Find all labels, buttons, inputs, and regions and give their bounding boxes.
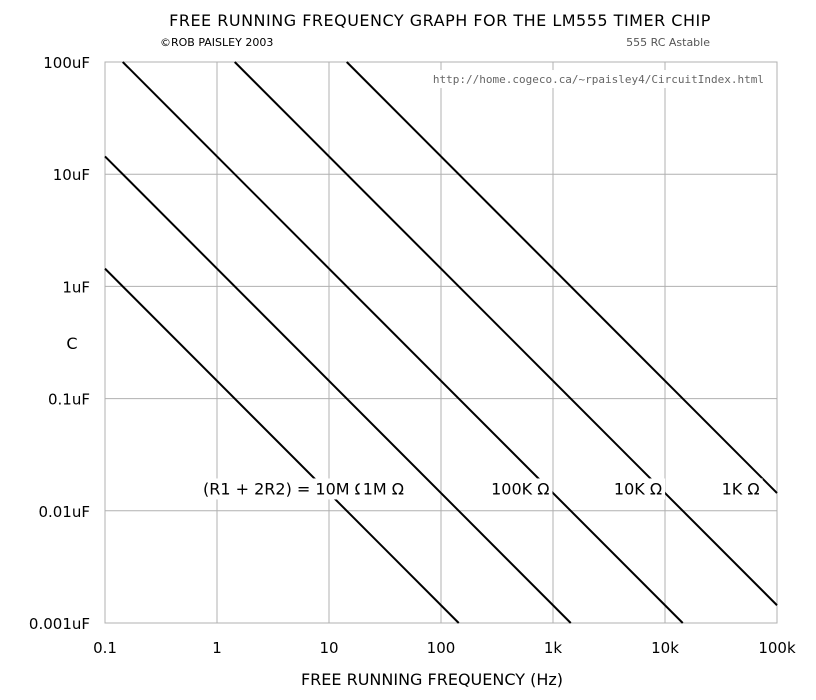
plot-frame: [104, 61, 778, 624]
series-label-background: [718, 478, 763, 500]
x-tick-label: 10: [319, 639, 338, 657]
series-line: [234, 61, 778, 606]
series-label-background: [359, 478, 408, 500]
y-tick-label: 10uF: [53, 166, 90, 184]
chart-title: FREE RUNNING FREQUENCY GRAPH FOR THE LM5…: [169, 11, 711, 30]
series-line: [346, 61, 778, 494]
series-label: 1K Ω: [722, 479, 760, 498]
x-tick-label: 10k: [651, 639, 679, 657]
y-tick-label: 0.01uF: [38, 503, 90, 521]
series-line: [104, 155, 572, 624]
series-labels: (R1 + 2R2) = 10M Ω1M Ω 100K Ω 10K Ω 1K Ω: [200, 478, 763, 500]
y-tick-labels: 100uF 10uF 1uF 0.1uF 0.01uF 0.001uF: [29, 54, 90, 633]
series-label: (R1 + 2R2) = 10M Ω: [203, 479, 367, 498]
x-tick-label: 100: [427, 639, 456, 657]
y-tick-label: 100uF: [43, 54, 90, 72]
chart-subtitle: 555 RC Astable: [626, 36, 710, 49]
x-tick-label: 0.1: [93, 639, 117, 657]
y-tick-label: 0.1uF: [48, 391, 90, 409]
series-line: [122, 61, 684, 624]
series-label-background: [610, 478, 666, 500]
x-tick-label: 1k: [544, 639, 563, 657]
series-label-background: [488, 478, 553, 500]
y-tick-label: 0.001uF: [29, 615, 90, 633]
x-axis-label: FREE RUNNING FREQUENCY (Hz): [301, 670, 563, 689]
url-annotation: http://home.cogeco.ca/~rpaisley4/Circuit…: [433, 73, 764, 86]
x-tick-label: 1: [212, 639, 222, 657]
x-tick-labels: 0.1 1 10 100 1k 10k 100k: [93, 639, 796, 657]
series-label: 1M Ω: [363, 479, 404, 498]
url-background: [436, 70, 768, 88]
series-label: 100K Ω: [491, 479, 549, 498]
series-line: [104, 267, 460, 624]
x-tick-label: 100k: [758, 639, 796, 657]
chart-credit: ©ROB PAISLEY 2003: [160, 36, 273, 49]
series-label: 10K Ω: [614, 479, 662, 498]
y-axis-label: C: [66, 334, 77, 353]
series-label-background: [200, 478, 370, 500]
y-tick-label: 1uF: [62, 278, 90, 296]
series-lines: [104, 61, 778, 624]
url-annotation-group: http://home.cogeco.ca/~rpaisley4/Circuit…: [433, 70, 768, 88]
